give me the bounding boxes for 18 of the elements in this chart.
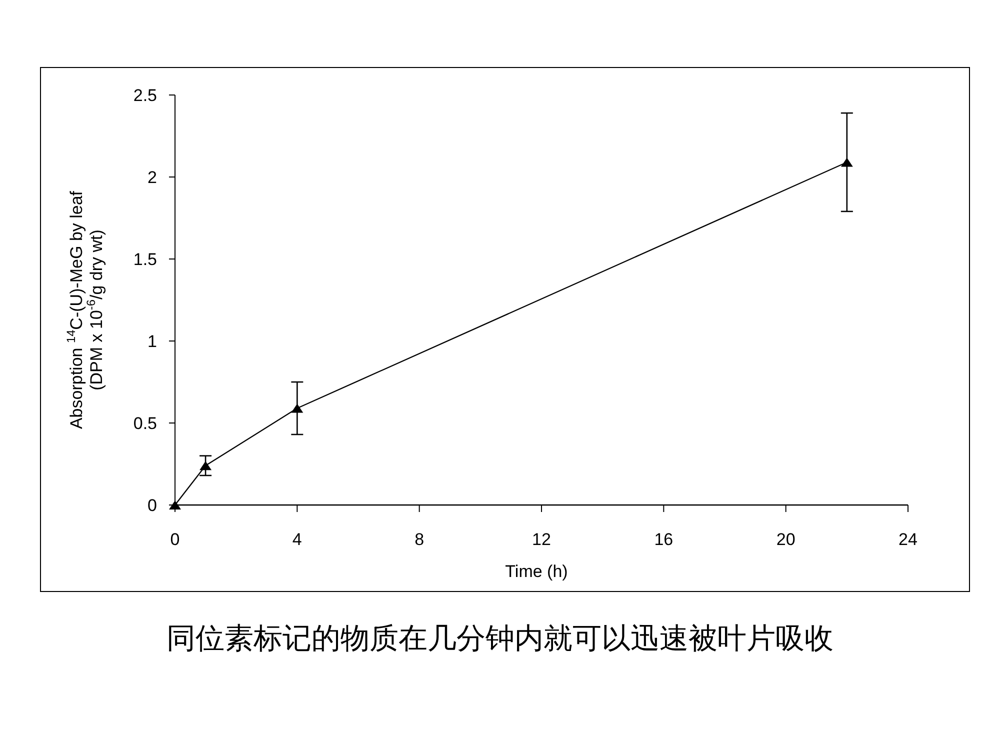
y-tick-label: 0.5 — [133, 414, 157, 433]
y-tick-label: 0 — [148, 496, 157, 515]
x-axis-title: Time (h) — [505, 562, 568, 581]
x-tick-label: 12 — [532, 530, 551, 549]
x-tick-label: 0 — [170, 530, 180, 549]
point — [840, 158, 853, 167]
x-tick-label: 16 — [654, 530, 674, 549]
y-tick-label: 1.5 — [133, 250, 157, 269]
x-tick-label: 20 — [776, 530, 796, 549]
text: 同位素标记的物质在几分钟内就可以迅速被叶片吸收 — [166, 621, 834, 655]
y-tick-label: 1 — [148, 332, 157, 351]
x-tick-label: 24 — [898, 530, 918, 549]
point — [200, 461, 212, 470]
y-tick-label: 2 — [148, 168, 157, 187]
point — [291, 404, 304, 413]
x-tick-label: 8 — [414, 530, 424, 549]
x-tick-label: 4 — [292, 530, 302, 549]
y-tick-label: 2.5 — [133, 86, 157, 105]
